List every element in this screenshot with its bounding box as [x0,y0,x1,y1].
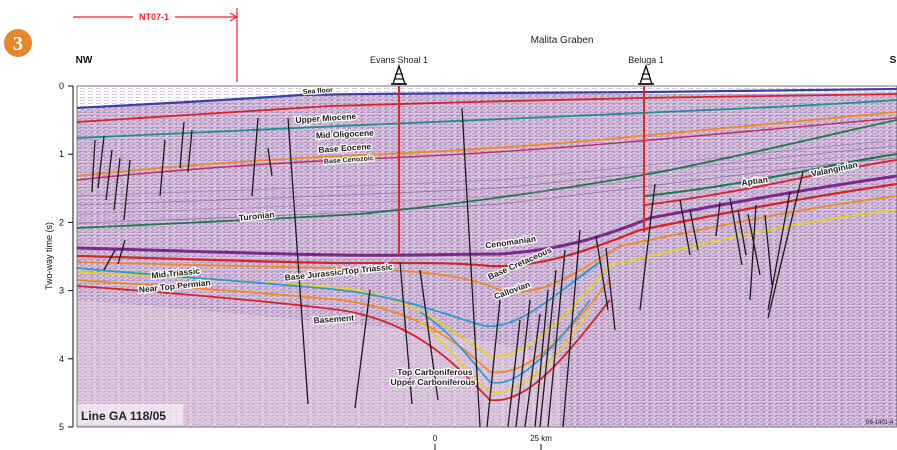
fault-line [187,129,193,173]
fault-line [767,171,804,319]
y-tick-label: 3 [59,286,64,296]
fault-line [562,229,581,427]
fault-line [639,183,656,311]
horizon-line [77,87,897,110]
fault-line [103,249,116,271]
fault-line [729,197,743,266]
fault-line [91,139,96,193]
horizon-line [644,153,897,197]
derrick-icon [391,63,407,85]
reflector-line [77,145,897,206]
fault-line [179,121,185,169]
scale-tick-25: 25 km [530,434,552,443]
horizon-line [77,182,897,268]
horizon-label: Sea floor [303,87,334,96]
fault-line [539,269,557,427]
horizon-label: Basement [313,313,354,326]
fault-line [689,209,699,251]
fault-line [507,319,521,427]
fault-line [419,269,439,401]
direction-left: NW [76,55,93,66]
horizon-line [77,93,897,123]
y-axis: 0 1 2 3 4 5 Two-way time (s) [44,81,74,432]
y-tick-label: 1 [59,149,64,159]
figure-code: 06-1401-4 [866,420,894,426]
region-label: Malita Graben [531,35,594,46]
fault-line [605,247,616,331]
horizon-line [77,119,897,229]
fault-line [767,191,791,311]
fault-line [749,204,757,301]
fault-line [679,199,691,256]
scale-bar: 0 25 km [433,434,552,450]
fault-line [737,209,747,256]
horizon-label: Top Carboniferous [397,367,473,377]
reflector-line [77,151,897,215]
derrick-icon [638,63,654,85]
reflector-line [77,139,897,197]
horizon-line [77,117,897,181]
horizon-label: Mid Oligocene [316,127,375,140]
fault-line [515,299,531,427]
figure-number: 3 [13,33,23,55]
y-axis-label: Two-way time (s) [44,222,54,290]
y-tick-label: 5 [59,422,64,432]
horizon-line [77,99,897,139]
well-label-beluga: Beluga 1 [628,55,664,65]
fault-line [123,159,131,221]
horizon-line [77,261,601,328]
figure-number-badge [4,29,32,57]
horizon-line [644,159,897,206]
y-tick-label: 2 [59,217,64,227]
horizon-line [77,111,897,177]
horizon-label: Upper Carboniferous [390,377,475,387]
fault-line [486,299,501,427]
permit-bracket: NT07-1 [73,8,239,82]
line-name: Line GA 118/05 [81,409,166,423]
fault-line [97,135,105,189]
fault-line [715,201,721,237]
fault-line [105,149,113,201]
fault-line [547,249,566,427]
y-tick-label: 0 [59,81,64,91]
fault-line [251,117,259,197]
fault-line [534,289,549,427]
fault-line [764,214,773,286]
fault-line [354,289,371,409]
reflector-line [77,157,897,224]
fault-line [399,261,413,405]
fault-line [113,157,121,211]
fault-line [117,239,126,265]
horizon-line [419,299,591,384]
direction-right: S [890,55,897,66]
fault-line [461,107,481,427]
fault-line [595,235,609,311]
fault-line [524,313,541,427]
horizon-line [77,195,897,293]
scale-tick-0: 0 [433,434,438,443]
fault-line [159,139,166,197]
fault-line [287,117,309,405]
fault-line [267,147,273,177]
well-label-evans-shoal: Evans Shoal 1 [370,55,428,65]
permit-label: NT07-1 [139,12,169,22]
y-tick-label: 4 [59,354,64,364]
